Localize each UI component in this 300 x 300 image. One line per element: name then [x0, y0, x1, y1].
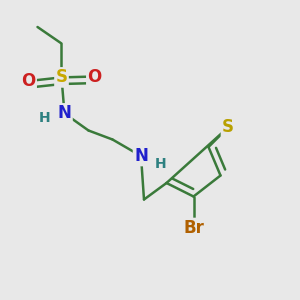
Text: N: N [58, 104, 71, 122]
Text: H: H [155, 157, 166, 170]
Text: S: S [56, 68, 68, 86]
Text: O: O [21, 72, 36, 90]
Text: N: N [134, 147, 148, 165]
Text: H: H [39, 112, 51, 125]
Text: S: S [222, 118, 234, 136]
Text: Br: Br [183, 219, 204, 237]
Text: O: O [87, 68, 102, 85]
